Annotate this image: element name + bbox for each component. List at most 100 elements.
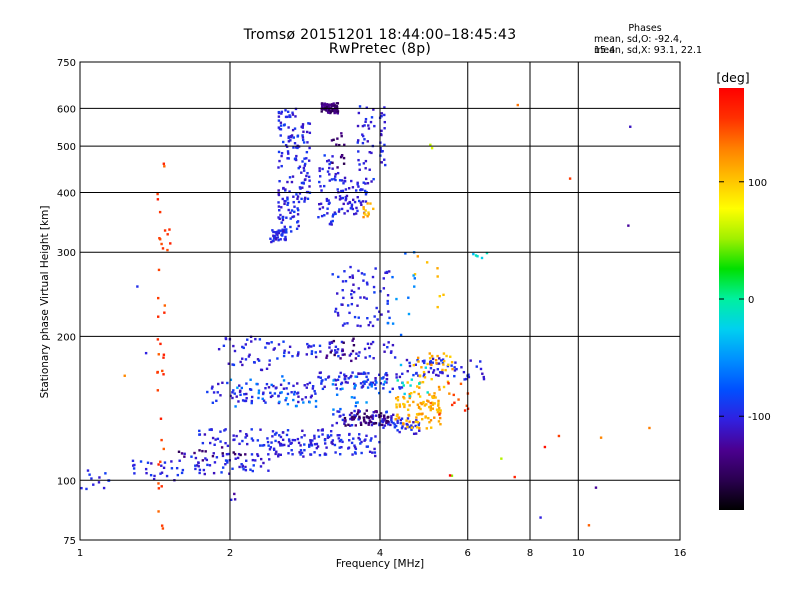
data-point (341, 196, 344, 200)
data-point (432, 394, 436, 398)
data-point (241, 465, 244, 469)
data-point (383, 120, 387, 124)
data-point (295, 154, 298, 158)
data-point (367, 423, 370, 426)
data-point (256, 454, 260, 458)
data-point (353, 315, 357, 319)
data-point (351, 371, 354, 374)
x-tick-label: 16 (674, 548, 687, 559)
data-point (373, 451, 377, 454)
data-point (382, 383, 385, 386)
data-point (308, 443, 311, 447)
data-point (248, 353, 251, 357)
data-point (356, 304, 359, 307)
data-point (198, 449, 201, 452)
data-point (309, 396, 313, 399)
data-point (221, 452, 224, 455)
data-point (368, 346, 371, 350)
data-point (364, 209, 367, 212)
data-point (396, 413, 399, 416)
data-point (242, 346, 245, 350)
data-point (277, 231, 281, 235)
data-point (371, 414, 374, 417)
data-point (410, 426, 413, 429)
data-point (233, 498, 237, 501)
data-point (139, 460, 143, 463)
data-point (321, 103, 325, 107)
data-point (367, 372, 370, 375)
data-point (152, 478, 156, 481)
data-point (291, 354, 294, 358)
data-point (198, 433, 201, 436)
data-point (297, 441, 301, 445)
data-point (447, 382, 450, 385)
data-point (287, 438, 291, 441)
data-point (404, 427, 407, 430)
data-point (413, 285, 416, 288)
data-point (374, 414, 378, 417)
data-point (413, 390, 416, 394)
data-point (337, 275, 340, 279)
data-point (435, 373, 438, 377)
data-point (169, 242, 172, 245)
y-tick-label: 300 (57, 248, 76, 259)
data-point (393, 426, 397, 429)
data-point (300, 451, 304, 455)
data-point (183, 452, 186, 456)
data-point (268, 458, 271, 461)
data-point (388, 390, 392, 394)
data-point (384, 271, 387, 274)
data-point (278, 217, 281, 221)
data-point (465, 404, 469, 407)
data-point (599, 436, 603, 439)
data-point (284, 238, 287, 241)
data-point (257, 359, 261, 362)
data-point (203, 472, 206, 476)
data-point (446, 374, 449, 378)
data-point (144, 351, 148, 355)
data-point (102, 486, 106, 490)
data-point (403, 397, 406, 400)
data-point (347, 446, 351, 449)
data-point (293, 393, 296, 396)
data-point (286, 180, 289, 184)
data-point (285, 387, 288, 390)
data-point (343, 270, 346, 273)
data-point (415, 413, 419, 416)
data-point (283, 351, 286, 355)
data-point (327, 106, 331, 110)
data-point (438, 371, 442, 374)
data-point (293, 390, 296, 394)
data-point (160, 471, 164, 474)
data-point (364, 193, 368, 196)
data-point (439, 423, 442, 426)
data-point (402, 395, 405, 399)
data-point (298, 192, 302, 195)
data-point (194, 456, 198, 460)
data-point (203, 433, 207, 436)
data-point (382, 426, 385, 429)
data-point (266, 440, 270, 444)
data-point (429, 360, 433, 363)
data-point (412, 432, 416, 436)
data-point (362, 162, 366, 165)
data-point (360, 272, 364, 275)
data-point (308, 122, 312, 125)
data-point (383, 127, 386, 130)
data-point (368, 355, 372, 358)
data-point (302, 166, 306, 170)
data-point (407, 296, 410, 299)
data-point (355, 206, 358, 210)
data-point (370, 151, 373, 155)
data-point (277, 189, 280, 192)
data-point (277, 238, 280, 242)
data-point (163, 165, 166, 168)
data-point (366, 317, 369, 320)
data-point (303, 443, 306, 446)
data-point (306, 342, 309, 346)
data-point (193, 451, 196, 455)
data-point (162, 447, 165, 451)
data-point (224, 459, 228, 462)
data-point (363, 420, 366, 423)
data-point (340, 381, 344, 384)
